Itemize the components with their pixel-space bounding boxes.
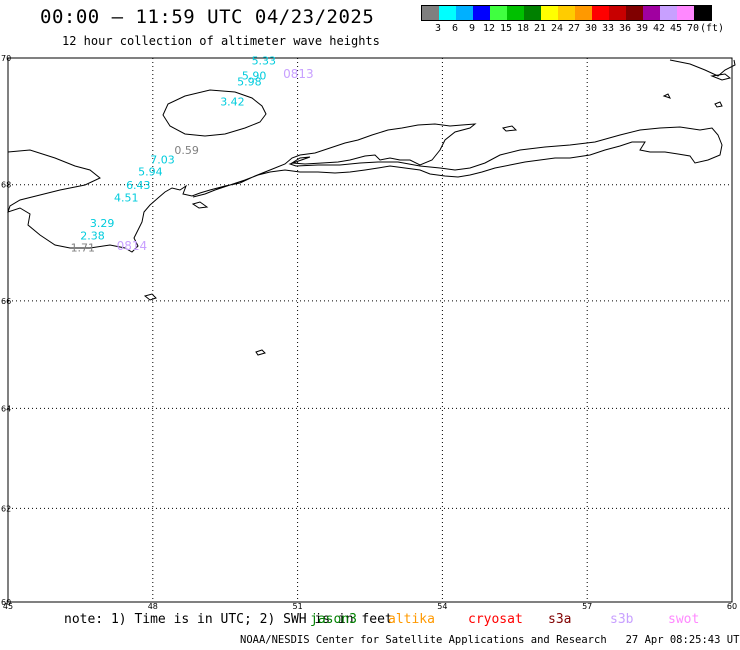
satellite-name: swot <box>668 612 700 627</box>
small-island-2 <box>255 349 266 356</box>
legend-label: 39 <box>635 23 649 34</box>
legend-swatch <box>541 6 558 20</box>
legend-label: 27 <box>567 23 581 34</box>
lat-tick-label: 70 <box>1 54 11 63</box>
legend-swatch <box>439 6 456 20</box>
legend-swatch <box>677 6 694 20</box>
satellite-name: s3b <box>610 612 634 627</box>
wave-height-value: 2.38 <box>80 229 105 242</box>
legend-labels: 3 6 9 12 15 18 21 24 27 30 33 36 39 42 45 70 (ft) <box>421 21 724 35</box>
small-island-6 <box>662 93 671 99</box>
legend-swatch <box>473 6 490 20</box>
lat-tick-label: 62 <box>1 504 11 513</box>
northeast-islet <box>710 73 732 81</box>
legend-label: 42 <box>652 23 666 34</box>
pass-time-label: 0813 <box>283 67 314 81</box>
legend-swatch <box>490 6 507 20</box>
lon-tick-label: 48 <box>148 602 158 611</box>
wave-height-value: 5.90 <box>242 70 267 83</box>
lat-tick-label: 66 <box>1 297 11 306</box>
wave-height-value: 7.03 <box>150 153 175 166</box>
wave-height-value: 3.42 <box>220 96 245 109</box>
small-island-1 <box>143 293 157 301</box>
legend-label: 3 <box>434 23 442 34</box>
northeast-coastline <box>669 59 736 77</box>
legend-swatch <box>456 6 473 20</box>
pass-time-label: 0814 <box>117 239 148 253</box>
lon-tick-label: 57 <box>582 602 592 611</box>
map-frame <box>7 57 733 603</box>
lon-tick-label: 60 <box>727 602 737 611</box>
lat-tick-label: 64 <box>1 404 11 413</box>
legend-swatch <box>643 6 660 20</box>
legend-label: 9 <box>468 23 476 34</box>
mainland-coastline <box>7 123 723 253</box>
wave-height-observations: 5.33 5.905.98 3.42 0.597.035.946.434.51 3.29… <box>71 55 314 255</box>
satellite-name: jason3 <box>310 612 357 627</box>
satellite-name: cryosat <box>468 612 523 627</box>
legend-label: 24 <box>550 23 564 34</box>
legend-swatch <box>558 6 575 20</box>
wave-height-value: 1.71 <box>71 242 96 255</box>
legend-label: 18 <box>516 23 530 34</box>
legend-label: 15 <box>499 23 513 34</box>
wave-height-value: 3.29 <box>90 217 115 230</box>
legend-label: 36 <box>618 23 632 34</box>
legend-swatch <box>609 6 626 20</box>
legend-swatch <box>660 6 677 20</box>
page-title: 00:00 – 11:59 UTC 04/23/2025 <box>40 6 375 28</box>
lon-tick-label: 51 <box>293 602 303 611</box>
legend-label: 45 <box>669 23 683 34</box>
legend-swatch <box>422 6 439 20</box>
wave-height-value: 6.43 <box>126 179 151 192</box>
legend-label: 33 <box>601 23 615 34</box>
legend-label: 30 <box>584 23 598 34</box>
legend-swatch <box>694 6 711 20</box>
small-island-5 <box>714 101 723 108</box>
legend-swatch <box>507 6 524 20</box>
legend-swatch <box>592 6 609 20</box>
legend-unit: (ft) <box>699 23 725 34</box>
small-island-3 <box>191 201 209 209</box>
footer-note: note: 1) Time is in UTC; 2) SWH is in fe… <box>64 612 393 627</box>
lon-tick-label: 54 <box>437 602 447 611</box>
wave-height-value: 5.98 <box>237 76 262 89</box>
wave-height-value: 5.94 <box>138 166 163 179</box>
legend-label: 6 <box>451 23 459 34</box>
legend-label: 21 <box>533 23 547 34</box>
kolguev-island <box>162 89 267 137</box>
wave-height-value: 4.51 <box>114 192 139 205</box>
satellite-name: altika <box>388 612 435 627</box>
color-legend: 3 6 9 12 15 18 21 24 27 30 33 36 39 42 45 70 (ft) <box>421 5 724 35</box>
lon-tick-label: 45 <box>3 602 13 611</box>
legend-swatch <box>575 6 592 20</box>
satellite-name: s3a <box>548 612 572 627</box>
lat-lon-grid <box>8 58 732 602</box>
lat-tick-label: 60 <box>1 598 11 607</box>
legend-swatch <box>626 6 643 20</box>
page-subtitle: 12 hour collection of altimeter wave hei… <box>62 34 380 48</box>
legend-label: 12 <box>482 23 496 34</box>
wave-height-value: 5.33 <box>252 55 277 68</box>
legend-label: 70 <box>686 23 700 34</box>
coastline <box>7 59 736 356</box>
wave-height-value: 0.59 <box>174 144 199 157</box>
footer-credit: NOAA/NESDIS Center for Satellite Applica… <box>240 634 740 646</box>
legend-swatches <box>421 5 712 21</box>
lat-tick-label: 68 <box>1 181 11 190</box>
small-island-4 <box>502 125 518 132</box>
legend-swatch <box>524 6 541 20</box>
